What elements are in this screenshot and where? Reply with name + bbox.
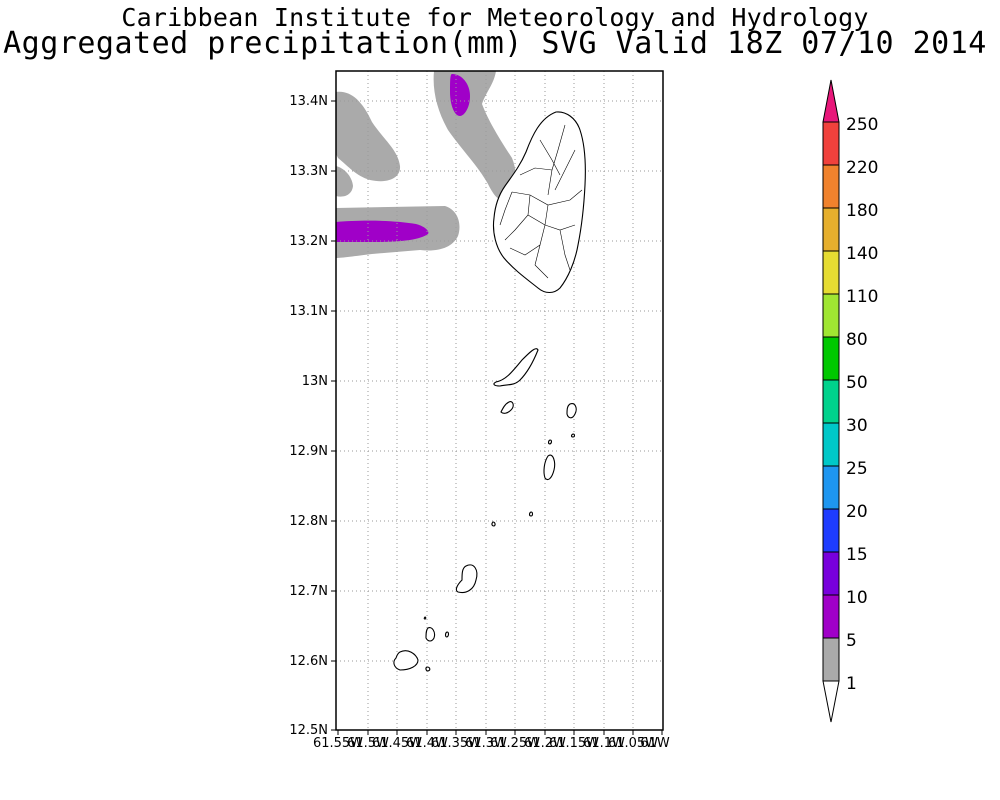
colorbar-segment <box>822 465 840 510</box>
colorbar-segment <box>822 551 840 596</box>
colorbar-segment <box>822 164 840 209</box>
colorbar-segment <box>822 293 840 338</box>
colorbar-segment <box>822 250 840 295</box>
lon-tick-label: 61.5W <box>347 736 389 751</box>
lat-tick-label: 12.7N <box>289 584 328 599</box>
lon-tick-label: 61.05W <box>608 736 658 751</box>
lat-tick-label: 13.4N <box>289 94 328 109</box>
colorbar-label: 80 <box>846 330 868 350</box>
chart-title: Caribbean Institute for Meteorology and … <box>121 3 869 32</box>
colorbar-label: 110 <box>846 287 878 307</box>
colorbar-label: 20 <box>846 502 868 522</box>
map-frame <box>335 70 664 731</box>
lat-tick-label: 12.8N <box>289 514 328 529</box>
lat-tick-label: 12.6N <box>289 654 328 669</box>
lat-tick-label: 12.9N <box>289 444 328 459</box>
lon-tick-label: 61W <box>640 736 670 751</box>
lon-tick-label: 61.55W <box>313 736 363 751</box>
colorbar-segment <box>822 594 840 639</box>
lon-tick-label: 61.15W <box>549 736 599 751</box>
colorbar-segment <box>822 336 840 381</box>
lon-tick-label: 61.45W <box>372 736 422 751</box>
colorbar-segment <box>822 207 840 252</box>
lat-tick-label: 13.1N <box>289 304 328 319</box>
colorbar-label: 10 <box>846 588 868 608</box>
colorbar-label: 30 <box>846 416 868 436</box>
lon-tick-label: 61.1W <box>583 736 625 751</box>
colorbar-bottom-triangle <box>822 680 840 723</box>
precip-fields <box>336 71 516 258</box>
precip-area-1-5mm <box>336 91 401 182</box>
axis-ticks <box>331 100 663 735</box>
colorbar-segment <box>822 121 840 166</box>
colorbar-label: 140 <box>846 244 878 264</box>
colorbar-segment <box>822 508 840 553</box>
precip-area-5-10mm <box>450 74 470 116</box>
colorbar-label: 5 <box>846 631 857 651</box>
colorbar-segment <box>822 637 840 682</box>
colorbar-segment <box>822 379 840 424</box>
lon-tick-label: 61.35W <box>431 736 481 751</box>
latitude-labels: 13.4N 13.3N 13.2N 13.1N 13N 12.9N 12.8N … <box>289 94 328 738</box>
colorbar-labels: 250 220 180 140 110 80 50 30 25 20 15 10… <box>846 115 878 694</box>
chart-subtitle: Aggregated precipitation(mm) SVG Valid 1… <box>3 26 987 61</box>
colorbar-top-triangle <box>822 79 840 123</box>
lon-tick-label: 61.25W <box>490 736 540 751</box>
precip-area-1-5mm <box>336 166 353 197</box>
islands-grenadines <box>393 348 577 672</box>
lat-tick-label: 13N <box>302 374 328 389</box>
precip-area-5-10mm <box>336 220 429 242</box>
colorbar-label: 220 <box>846 158 878 178</box>
colorbar-label: 50 <box>846 373 868 393</box>
colorbar-label: 15 <box>846 545 868 565</box>
lat-tick-label: 12.5N <box>289 723 328 738</box>
colorbar-label: 1 <box>846 674 857 694</box>
island-st-vincent <box>492 111 586 294</box>
lon-tick-label: 61.4W <box>406 736 448 751</box>
map-panel: 13.4N 13.3N 13.2N 13.1N 13N 12.9N 12.8N … <box>289 70 670 751</box>
colorbar-label: 180 <box>846 201 878 221</box>
colorbar-label: 25 <box>846 459 868 479</box>
lon-tick-label: 61.3W <box>465 736 507 751</box>
colorbar <box>822 79 840 723</box>
colorbar-label: 250 <box>846 115 878 135</box>
longitude-labels: 61.55W 61.5W 61.45W 61.4W 61.35W 61.3W 6… <box>313 736 670 751</box>
lon-tick-label: 61.2W <box>524 736 566 751</box>
map-gridlines <box>336 71 663 730</box>
lat-tick-label: 13.3N <box>289 164 328 179</box>
lat-tick-label: 13.2N <box>289 234 328 249</box>
colorbar-segment <box>822 422 840 467</box>
